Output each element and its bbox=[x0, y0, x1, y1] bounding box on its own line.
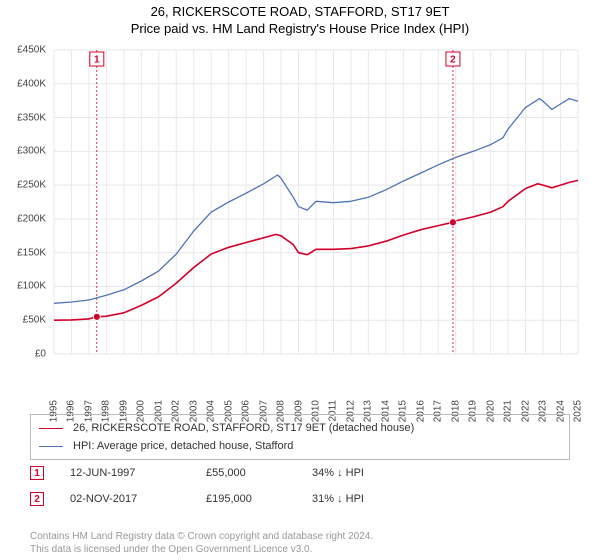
legend-label: 26, RICKERSCOTE ROAD, STAFFORD, ST17 9ET… bbox=[73, 422, 414, 434]
chart-plot-area: 12 bbox=[48, 44, 588, 364]
legend-swatch bbox=[39, 428, 63, 429]
legend-row: HPI: Average price, detached house, Staf… bbox=[39, 437, 561, 455]
y-tick-label: £50K bbox=[4, 315, 46, 326]
x-tick-label: 2025 bbox=[573, 400, 584, 422]
y-tick-label: £0 bbox=[4, 349, 46, 360]
sale-delta: 31% ↓ HPI bbox=[312, 493, 412, 505]
y-tick-label: £450K bbox=[4, 45, 46, 56]
sale-delta: 34% ↓ HPI bbox=[312, 467, 412, 479]
sale-row: 2 02-NOV-2017 £195,000 31% ↓ HPI bbox=[30, 486, 570, 512]
footer-attribution: Contains HM Land Registry data © Crown c… bbox=[30, 530, 570, 556]
footer-line-1: Contains HM Land Registry data © Crown c… bbox=[30, 530, 570, 543]
y-tick-label: £200K bbox=[4, 213, 46, 224]
legend-swatch bbox=[39, 446, 63, 447]
sale-marker: 1 bbox=[30, 466, 44, 480]
title-block: 26, RICKERSCOTE ROAD, STAFFORD, ST17 9ET… bbox=[0, 0, 600, 36]
y-tick-label: £150K bbox=[4, 247, 46, 258]
sale-marker: 2 bbox=[30, 492, 44, 506]
chart-container: 26, RICKERSCOTE ROAD, STAFFORD, ST17 9ET… bbox=[0, 0, 600, 560]
y-tick-label: £350K bbox=[4, 112, 46, 123]
sale-date: 02-NOV-2017 bbox=[70, 493, 180, 505]
svg-text:1: 1 bbox=[94, 55, 100, 66]
footer-line-2: This data is licensed under the Open Gov… bbox=[30, 543, 570, 556]
y-tick-label: £250K bbox=[4, 180, 46, 191]
title-sub: Price paid vs. HM Land Registry's House … bbox=[0, 21, 600, 36]
line-chart-svg: 12 bbox=[48, 44, 588, 364]
legend-label: HPI: Average price, detached house, Staf… bbox=[73, 440, 293, 452]
sales-table: 1 12-JUN-1997 £55,000 34% ↓ HPI 2 02-NOV-2017… bbox=[30, 460, 570, 512]
sale-row: 1 12-JUN-1997 £55,000 34% ↓ HPI bbox=[30, 460, 570, 486]
legend-box: 26, RICKERSCOTE ROAD, STAFFORD, ST17 9ET… bbox=[30, 414, 570, 460]
sale-price: £195,000 bbox=[206, 493, 286, 505]
y-tick-label: £100K bbox=[4, 281, 46, 292]
legend-row: 26, RICKERSCOTE ROAD, STAFFORD, ST17 9ET… bbox=[39, 419, 561, 437]
y-tick-label: £300K bbox=[4, 146, 46, 157]
svg-text:2: 2 bbox=[450, 55, 456, 66]
sale-price: £55,000 bbox=[206, 467, 286, 479]
x-axis-labels: 1995199619971998199920002001200220032004… bbox=[48, 366, 588, 406]
y-tick-label: £400K bbox=[4, 78, 46, 89]
title-main: 26, RICKERSCOTE ROAD, STAFFORD, ST17 9ET bbox=[0, 4, 600, 19]
sale-date: 12-JUN-1997 bbox=[70, 467, 180, 479]
